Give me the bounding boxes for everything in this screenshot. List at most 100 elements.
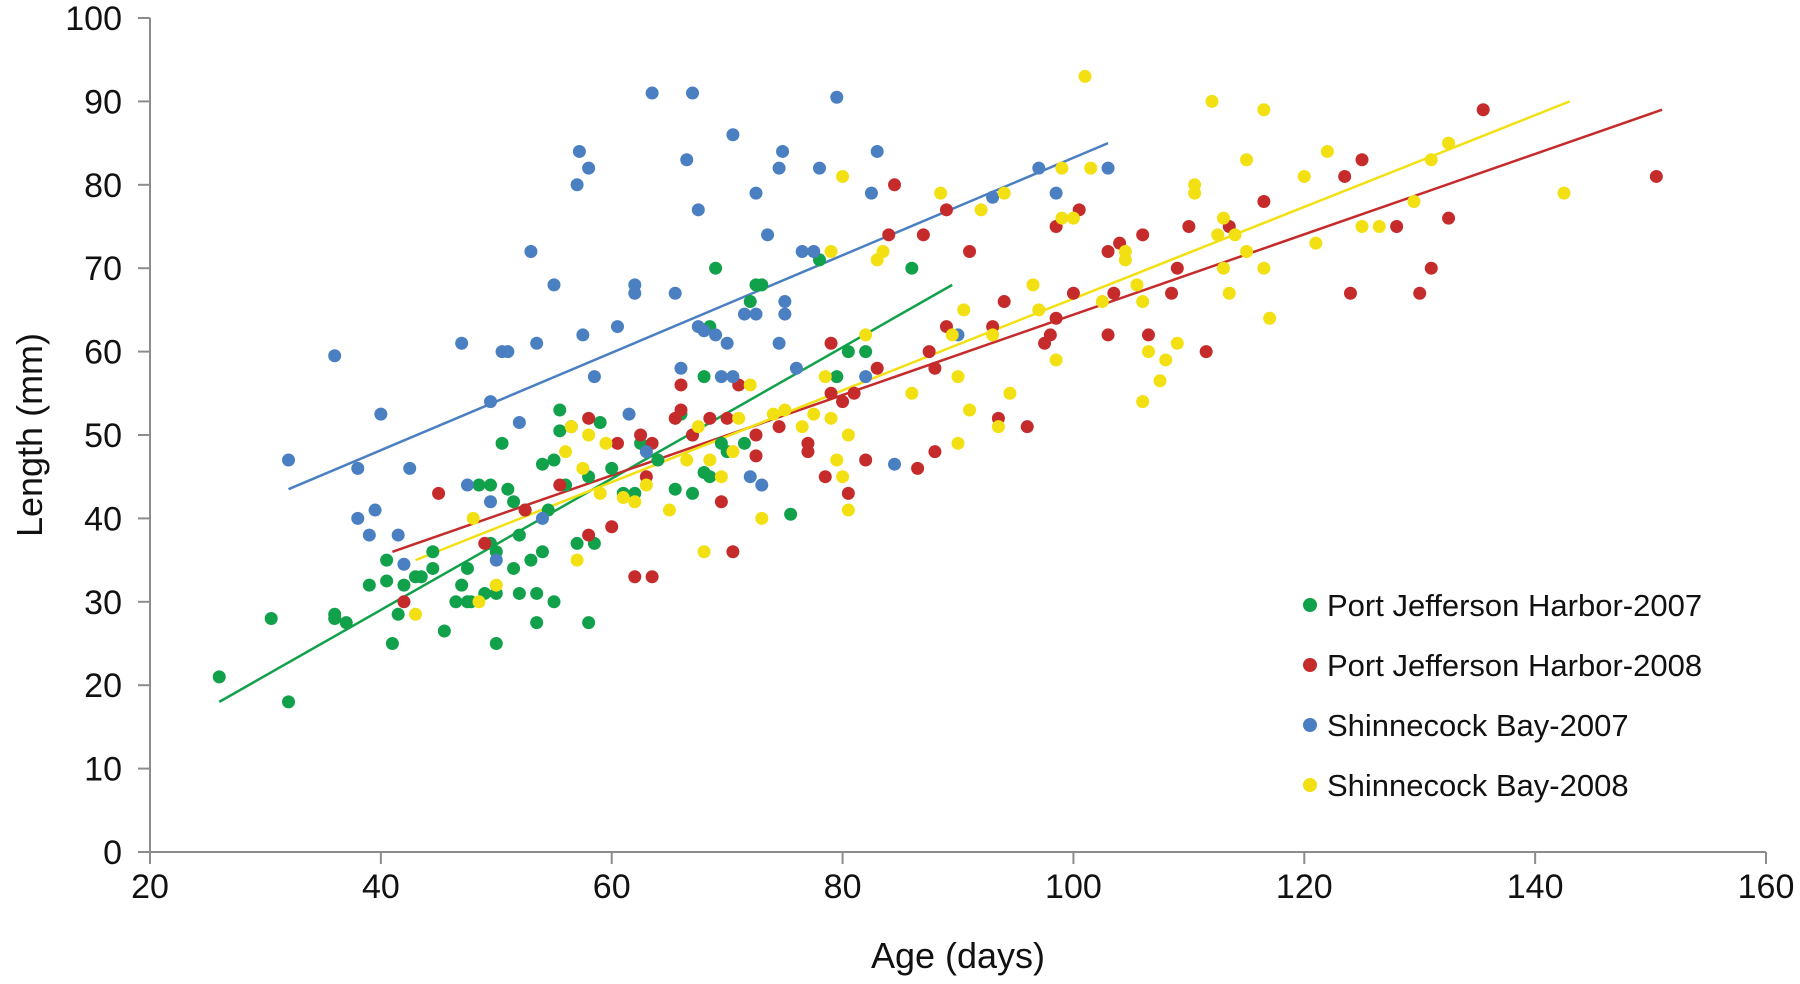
- data-point-series-1: [1043, 328, 1057, 342]
- data-point-series-2: [743, 470, 757, 484]
- data-point-series-0: [651, 453, 665, 467]
- data-point-series-0: [905, 261, 919, 275]
- data-point-series-3: [1026, 278, 1040, 292]
- data-point-series-3: [1159, 353, 1173, 367]
- x-tick-label: 100: [1045, 868, 1102, 906]
- data-point-series-1: [749, 449, 763, 463]
- data-point-series-1: [1257, 194, 1271, 208]
- data-point-series-2: [772, 161, 786, 175]
- data-point-series-3: [824, 411, 838, 425]
- data-point-series-2: [572, 144, 586, 158]
- data-point-series-1: [963, 245, 977, 259]
- data-point-series-2: [587, 370, 601, 384]
- x-tick-label: 60: [593, 868, 631, 906]
- data-point-series-0: [397, 578, 411, 592]
- data-point-series-3: [1136, 295, 1150, 309]
- data-point-series-2: [455, 336, 469, 350]
- data-point-series-2: [720, 336, 734, 350]
- data-point-series-1: [553, 478, 567, 492]
- data-point-series-3: [599, 436, 613, 450]
- data-point-series-1: [928, 445, 942, 459]
- data-point-series-1: [1424, 261, 1438, 275]
- data-point-series-2: [484, 495, 498, 509]
- data-point-series-3: [1240, 153, 1254, 167]
- data-point-series-3: [974, 203, 988, 217]
- data-point-series-1: [714, 495, 728, 509]
- data-point-series-3: [1066, 211, 1080, 225]
- data-point-series-3: [1136, 395, 1150, 409]
- data-point-series-2: [870, 144, 884, 158]
- data-point-series-1: [1476, 103, 1490, 117]
- data-point-series-1: [720, 411, 734, 425]
- data-point-series-3: [1003, 386, 1017, 400]
- data-point-series-1: [674, 403, 688, 417]
- data-point-series-2: [530, 336, 544, 350]
- data-point-series-1: [518, 503, 532, 517]
- legend-label-series-1: Port Jefferson Harbor-2008: [1327, 648, 1702, 683]
- data-point-series-1: [1101, 328, 1115, 342]
- data-point-series-2: [830, 90, 844, 104]
- data-point-series-3: [1049, 353, 1063, 367]
- data-point-series-2: [714, 370, 728, 384]
- axes: 0 10 20 30 40 50 60 70 80 90 100 20 40 60 80 100 120 140 1…: [65, 0, 1794, 906]
- data-point-series-3: [570, 553, 584, 567]
- data-point-series-3: [1211, 228, 1225, 242]
- data-point-series-1: [1355, 153, 1369, 167]
- data-point-series-1: [1136, 228, 1150, 242]
- data-point-series-2: [778, 307, 792, 321]
- data-point-series-2: [547, 278, 561, 292]
- data-point-series-3: [755, 511, 769, 525]
- data-point-series-1: [1141, 328, 1155, 342]
- data-point-series-2: [807, 245, 821, 259]
- data-point-series-2: [645, 86, 659, 100]
- data-point-series-2: [535, 511, 549, 525]
- data-point-series-3: [466, 511, 480, 525]
- data-point-series-1: [882, 228, 896, 242]
- data-point-series-0: [737, 436, 751, 450]
- y-axis-title: Length (mm): [9, 333, 50, 537]
- data-point-series-0: [553, 424, 567, 438]
- data-points: [212, 69, 1663, 709]
- data-point-series-0: [524, 553, 538, 567]
- data-point-series-3: [1216, 211, 1230, 225]
- y-tick-label: 60: [84, 334, 122, 372]
- data-point-series-3: [778, 403, 792, 417]
- data-point-series-2: [639, 445, 653, 459]
- data-point-series-2: [391, 528, 405, 542]
- data-point-series-0: [489, 637, 503, 650]
- data-point-series-3: [807, 407, 821, 421]
- data-point-series-1: [1442, 211, 1456, 225]
- data-point-series-2: [726, 370, 740, 384]
- data-point-series-1: [674, 378, 688, 392]
- data-point-series-1: [397, 595, 411, 609]
- data-point-series-0: [460, 561, 474, 575]
- data-point-series-3: [1216, 261, 1230, 275]
- data-point-series-3: [489, 578, 503, 592]
- data-point-series-1: [1343, 286, 1357, 300]
- data-point-series-0: [212, 670, 226, 684]
- data-point-series-1: [1020, 420, 1034, 434]
- data-point-series-0: [282, 695, 296, 709]
- data-point-series-3: [576, 461, 590, 475]
- data-point-series-3: [824, 245, 838, 259]
- data-point-series-0: [859, 345, 873, 359]
- data-point-series-3: [593, 486, 607, 500]
- data-point-series-0: [512, 528, 526, 542]
- data-point-series-2: [772, 336, 786, 350]
- data-point-series-3: [691, 420, 705, 434]
- data-point-series-0: [582, 616, 596, 630]
- legend-marker-series-3: [1303, 778, 1317, 792]
- data-point-series-2: [524, 245, 538, 259]
- data-point-series-3: [564, 420, 578, 434]
- data-point-series-1: [1170, 261, 1184, 275]
- data-point-series-2: [778, 295, 792, 309]
- x-tick-label: 140: [1507, 868, 1564, 906]
- data-point-series-2: [570, 178, 584, 192]
- x-axis-title: Age (days): [871, 935, 1045, 976]
- data-point-series-3: [1118, 253, 1132, 267]
- data-point-series-1: [939, 203, 953, 217]
- data-point-series-2: [460, 478, 474, 492]
- data-point-series-0: [391, 607, 405, 621]
- data-point-series-2: [576, 328, 590, 342]
- data-point-series-3: [1257, 103, 1271, 117]
